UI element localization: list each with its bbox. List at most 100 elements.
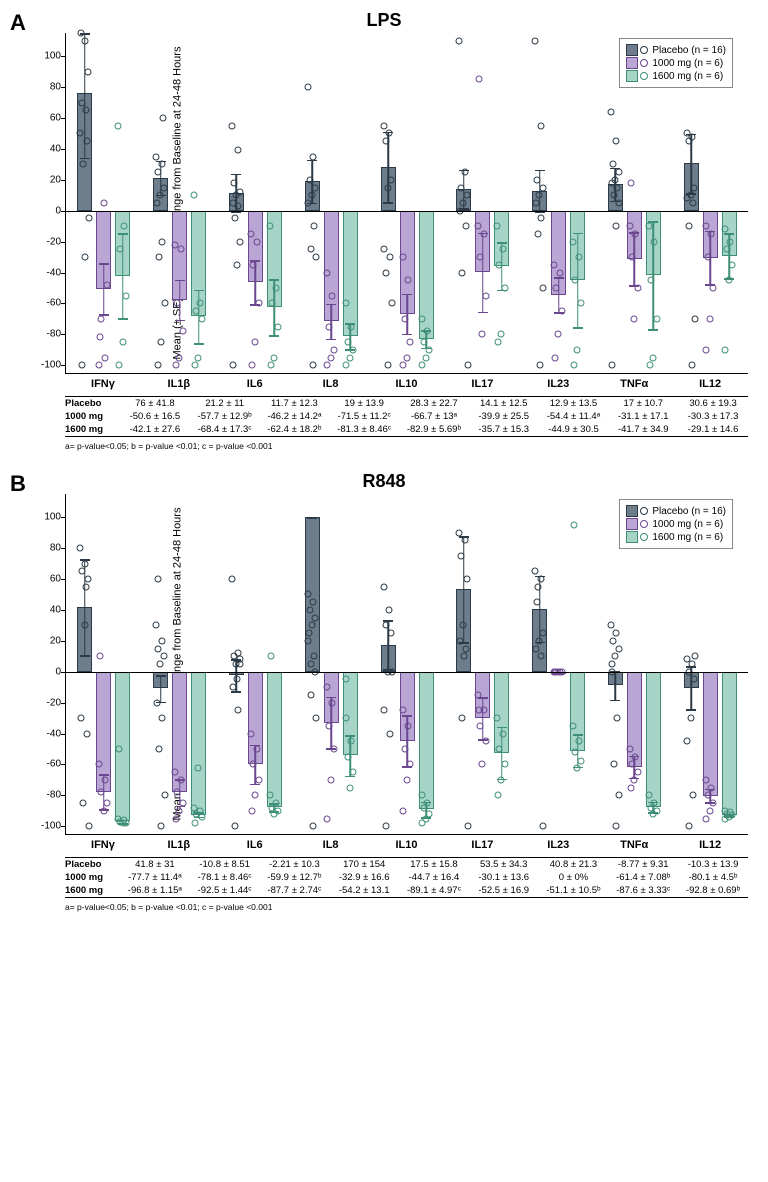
datapoint bbox=[253, 746, 260, 753]
y-tick: -100 bbox=[31, 360, 61, 371]
datapoint bbox=[158, 161, 165, 168]
table-cell: -54.4 ± 11.4ᵃ bbox=[539, 410, 609, 423]
datapoint bbox=[323, 269, 330, 276]
datapoint bbox=[612, 653, 619, 660]
y-tick: 0 bbox=[31, 205, 61, 216]
bar-placebo bbox=[456, 33, 471, 373]
table-cell: 11.7 ± 12.3 bbox=[260, 397, 330, 411]
datapoint bbox=[459, 715, 466, 722]
table-cell: -57.7 ± 12.9ᵇ bbox=[190, 410, 260, 423]
datapoint bbox=[329, 292, 336, 299]
datapoint bbox=[612, 223, 619, 230]
datapoint bbox=[195, 354, 202, 361]
datapoint bbox=[248, 362, 255, 369]
datapoint bbox=[382, 138, 389, 145]
datapoint bbox=[331, 746, 338, 753]
datapoint bbox=[116, 362, 123, 369]
datapoint bbox=[632, 230, 639, 237]
datapoint bbox=[82, 560, 89, 567]
table-cell: 12.9 ± 13.5 bbox=[539, 397, 609, 411]
legend-label: Placebo (n = 16) bbox=[652, 45, 726, 56]
datapoint bbox=[231, 823, 238, 830]
datapoint bbox=[174, 789, 181, 796]
datapoint bbox=[692, 653, 699, 660]
datapoint bbox=[708, 230, 715, 237]
x-label: TNFα bbox=[596, 374, 672, 390]
datapoint bbox=[710, 285, 717, 292]
datapoint bbox=[570, 362, 577, 369]
datapoint bbox=[540, 285, 547, 292]
datapoint bbox=[176, 354, 183, 361]
datapoint bbox=[536, 637, 543, 644]
table-cell: -39.9 ± 25.5 bbox=[469, 410, 539, 423]
datapoint bbox=[312, 184, 319, 191]
table-cell: 76 ± 41.8 bbox=[120, 397, 190, 411]
datapoint bbox=[228, 576, 235, 583]
datapoint bbox=[494, 223, 501, 230]
datapoint bbox=[386, 730, 393, 737]
bar-placebo bbox=[381, 33, 396, 373]
group-IL23 bbox=[521, 494, 597, 834]
datapoint bbox=[348, 738, 355, 745]
datapoint bbox=[153, 622, 160, 629]
datapoint bbox=[457, 637, 464, 644]
datapoint bbox=[253, 238, 260, 245]
datapoint bbox=[689, 661, 696, 668]
datapoint bbox=[424, 328, 431, 335]
datapoint bbox=[651, 238, 658, 245]
datapoint bbox=[120, 223, 127, 230]
datapoint bbox=[307, 691, 314, 698]
datapoint bbox=[82, 107, 89, 114]
x-label: IL17 bbox=[444, 374, 520, 390]
datapoint bbox=[607, 108, 614, 115]
datapoint bbox=[540, 823, 547, 830]
datapoint bbox=[161, 300, 168, 307]
datapoint bbox=[329, 699, 336, 706]
panel-title: LPS bbox=[10, 10, 758, 31]
datapoint bbox=[174, 300, 181, 307]
datapoint bbox=[501, 761, 508, 768]
datapoint bbox=[313, 715, 320, 722]
datapoint bbox=[386, 130, 393, 137]
x-label: IL23 bbox=[520, 374, 596, 390]
chart-area: Placebo (n = 16)1000 mg (n = 6)1600 mg (… bbox=[65, 494, 748, 834]
datapoint bbox=[97, 334, 104, 341]
legend-label: 1600 mg (n = 6) bbox=[652, 71, 723, 82]
datapoint bbox=[628, 761, 635, 768]
datapoint bbox=[266, 792, 273, 799]
datapoint bbox=[154, 362, 161, 369]
datapoint bbox=[704, 792, 711, 799]
datapoint bbox=[172, 362, 179, 369]
datapoint bbox=[722, 346, 729, 353]
datapoint bbox=[85, 215, 92, 222]
datapoint bbox=[407, 761, 414, 768]
bar-placebo bbox=[532, 494, 547, 834]
bar-placebo bbox=[153, 33, 168, 373]
datapoint bbox=[191, 362, 198, 369]
datapoint bbox=[616, 200, 623, 207]
datapoint bbox=[311, 223, 318, 230]
datapoint bbox=[237, 661, 244, 668]
datapoint bbox=[237, 238, 244, 245]
datapoint bbox=[632, 753, 639, 760]
datapoint bbox=[266, 223, 273, 230]
datapoint bbox=[574, 346, 581, 353]
datapoint bbox=[343, 362, 350, 369]
table-cell: 40.8 ± 21.3 bbox=[539, 858, 609, 872]
datapoint bbox=[309, 362, 316, 369]
datapoint bbox=[645, 792, 652, 799]
table-cell: -30.3 ± 17.3 bbox=[678, 410, 748, 423]
table-cell: 14.1 ± 12.5 bbox=[469, 397, 539, 411]
datapoint bbox=[191, 820, 198, 827]
datapoint bbox=[628, 254, 635, 261]
datapoint bbox=[464, 823, 471, 830]
group-IL6 bbox=[218, 33, 294, 373]
datapoint bbox=[155, 645, 162, 652]
datapoint bbox=[311, 653, 318, 660]
datapoint bbox=[480, 230, 487, 237]
y-tick: 80 bbox=[31, 82, 61, 93]
datapoint bbox=[499, 246, 506, 253]
datapoint bbox=[532, 568, 539, 575]
bar-d1000 bbox=[551, 494, 566, 834]
datapoint bbox=[157, 661, 164, 668]
